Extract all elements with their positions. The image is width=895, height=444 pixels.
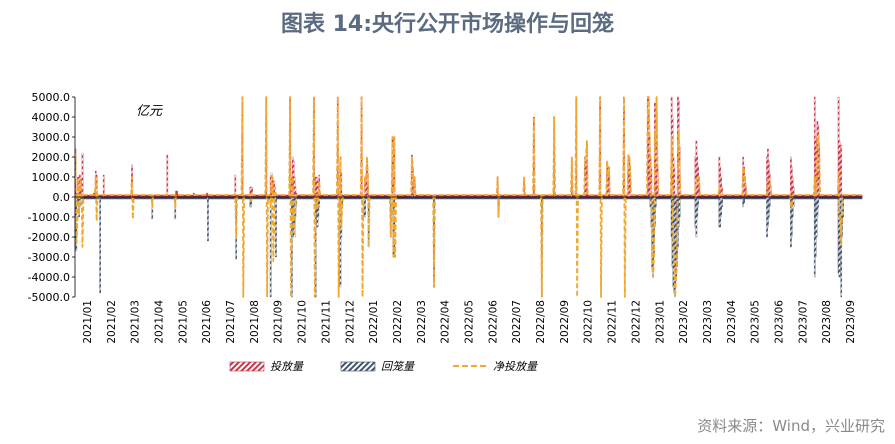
y-tick-label: -2000.0 — [28, 231, 70, 244]
inject-bar — [166, 154, 169, 198]
x-tick-label: 2021/08 — [249, 300, 261, 344]
legend-swatch-withdraw — [340, 361, 376, 372]
x-tick-label: 2022/06 — [487, 300, 499, 344]
x-tick-label: 2023/06 — [774, 300, 786, 344]
x-tick-label: 2023/01 — [654, 300, 666, 344]
x-tick-label: 2021/10 — [297, 300, 309, 344]
net-injection-line — [74, 96, 862, 298]
inject-bar — [102, 174, 105, 198]
x-tick-label: 2022/04 — [440, 300, 452, 344]
x-tick-label: 2021/04 — [153, 300, 165, 344]
withdraw-bar — [269, 196, 272, 298]
x-tick-label: 2021/05 — [177, 300, 189, 344]
inject-bar — [234, 174, 237, 198]
x-tick-label: 2021/01 — [82, 300, 94, 344]
x-tick-label: 2021/11 — [320, 300, 332, 344]
x-tick-label: 2022/08 — [535, 300, 547, 344]
y-tick-label: 5000.0 — [32, 91, 71, 104]
withdraw-bar — [364, 196, 366, 218]
x-tick-label: 2023/05 — [750, 300, 762, 344]
y-tick-label: 4000.0 — [32, 111, 71, 124]
inject-bar — [840, 144, 843, 198]
x-tick-label: 2022/01 — [368, 300, 380, 344]
y-tick-label: -4000.0 — [28, 271, 70, 284]
x-tick-label: 2023/09 — [845, 300, 857, 344]
x-tick-label: 2022/10 — [583, 300, 595, 344]
chart-title: 图表 14:央行公开市场操作与回笼 — [280, 12, 615, 37]
x-tick-label: 2023/03 — [702, 300, 714, 344]
x-tick-label: 2021/07 — [225, 300, 237, 344]
withdraw-bar — [678, 196, 681, 218]
x-tick-label: 2022/07 — [511, 300, 523, 344]
x-tick-label: 2021/06 — [201, 300, 213, 344]
y-tick-label: -1000.0 — [28, 211, 70, 224]
withdraw-bar — [275, 196, 277, 258]
x-tick-label: 2023/04 — [726, 300, 738, 344]
x-tick-label: 2022/02 — [392, 300, 404, 344]
x-tick-label: 2021/02 — [106, 300, 118, 344]
unit-label: 亿元 — [136, 104, 163, 119]
y-tick-label: 2000.0 — [32, 151, 71, 164]
withdraw-bar — [99, 196, 101, 294]
source-note: 资料来源：Wind，兴业研究 — [697, 417, 885, 435]
legend-swatch-inject — [229, 361, 265, 372]
x-tick-label: 2023/02 — [678, 300, 690, 344]
x-tick-label: 2022/03 — [416, 300, 428, 344]
legend-label-net: 净投放量 — [493, 360, 538, 373]
x-tick-label: 2021/03 — [130, 300, 142, 344]
inject-bar — [673, 166, 676, 198]
y-tick-label: 3000.0 — [32, 131, 71, 144]
withdraw-bar — [207, 196, 209, 242]
x-tick-label: 2022/12 — [630, 300, 642, 344]
x-tick-label: 2021/12 — [344, 300, 356, 344]
y-tick-label: 1000.0 — [32, 171, 71, 184]
y-tick-label: -5000.0 — [28, 291, 70, 304]
axes: 5000.0 4000.0 3000.0 2000.0 1000.0 0.0 -1000.0… — [28, 91, 862, 344]
x-tick-label: 2022/05 — [464, 300, 476, 344]
legend: 投放量 回笼量 净投放量 — [229, 360, 538, 373]
y-tick-label: -3000.0 — [28, 251, 70, 264]
x-tick-label: 2023/08 — [821, 300, 833, 344]
legend-label-inject: 投放量 — [270, 360, 304, 373]
x-tick-label: 2022/09 — [559, 300, 571, 344]
y-tick-label: 0.0 — [53, 191, 71, 204]
x-tick-label: 2022/11 — [607, 300, 619, 344]
inject-bar — [81, 152, 84, 198]
legend-label-withdraw: 回笼量 — [381, 360, 415, 373]
x-tick-label: 2023/07 — [797, 300, 809, 344]
x-tick-label: 2021/09 — [273, 300, 285, 344]
